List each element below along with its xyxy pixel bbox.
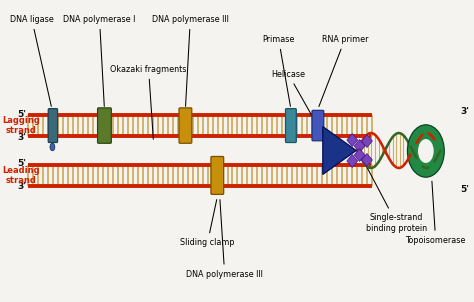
Text: 3': 3' (460, 107, 469, 116)
Text: Okazaki fragments: Okazaki fragments (110, 65, 187, 139)
FancyBboxPatch shape (312, 110, 324, 141)
Text: Helicase: Helicase (272, 70, 329, 146)
Text: 5': 5' (17, 110, 26, 119)
Text: RNA primer: RNA primer (319, 35, 368, 107)
Text: Lagging
strand: Lagging strand (2, 116, 40, 135)
Text: 3': 3' (17, 182, 26, 191)
Text: Primase: Primase (263, 35, 295, 106)
Text: Single-strand
binding protein: Single-strand binding protein (364, 160, 427, 233)
FancyBboxPatch shape (48, 109, 57, 143)
Polygon shape (354, 140, 365, 153)
FancyBboxPatch shape (211, 156, 224, 194)
Ellipse shape (50, 143, 55, 151)
Text: DNA polymerase III: DNA polymerase III (152, 15, 229, 106)
FancyBboxPatch shape (179, 108, 192, 143)
Text: DNA polymerase I: DNA polymerase I (64, 15, 136, 106)
Text: Topoisomerase: Topoisomerase (405, 181, 466, 245)
Text: 5': 5' (460, 185, 469, 194)
Text: Leading
strand: Leading strand (2, 166, 40, 185)
Polygon shape (362, 153, 373, 166)
Text: 3': 3' (17, 133, 26, 142)
Text: DNA ligase: DNA ligase (10, 15, 54, 106)
Text: Sliding clamp: Sliding clamp (180, 200, 235, 247)
Polygon shape (362, 135, 373, 147)
Ellipse shape (408, 125, 444, 177)
FancyBboxPatch shape (285, 109, 296, 143)
Polygon shape (347, 155, 358, 167)
Text: 5': 5' (17, 159, 26, 169)
Polygon shape (323, 127, 356, 175)
Text: DNA polymerase III: DNA polymerase III (186, 200, 263, 279)
Polygon shape (347, 133, 358, 146)
Polygon shape (354, 149, 365, 162)
FancyBboxPatch shape (98, 108, 111, 143)
Ellipse shape (418, 139, 434, 163)
